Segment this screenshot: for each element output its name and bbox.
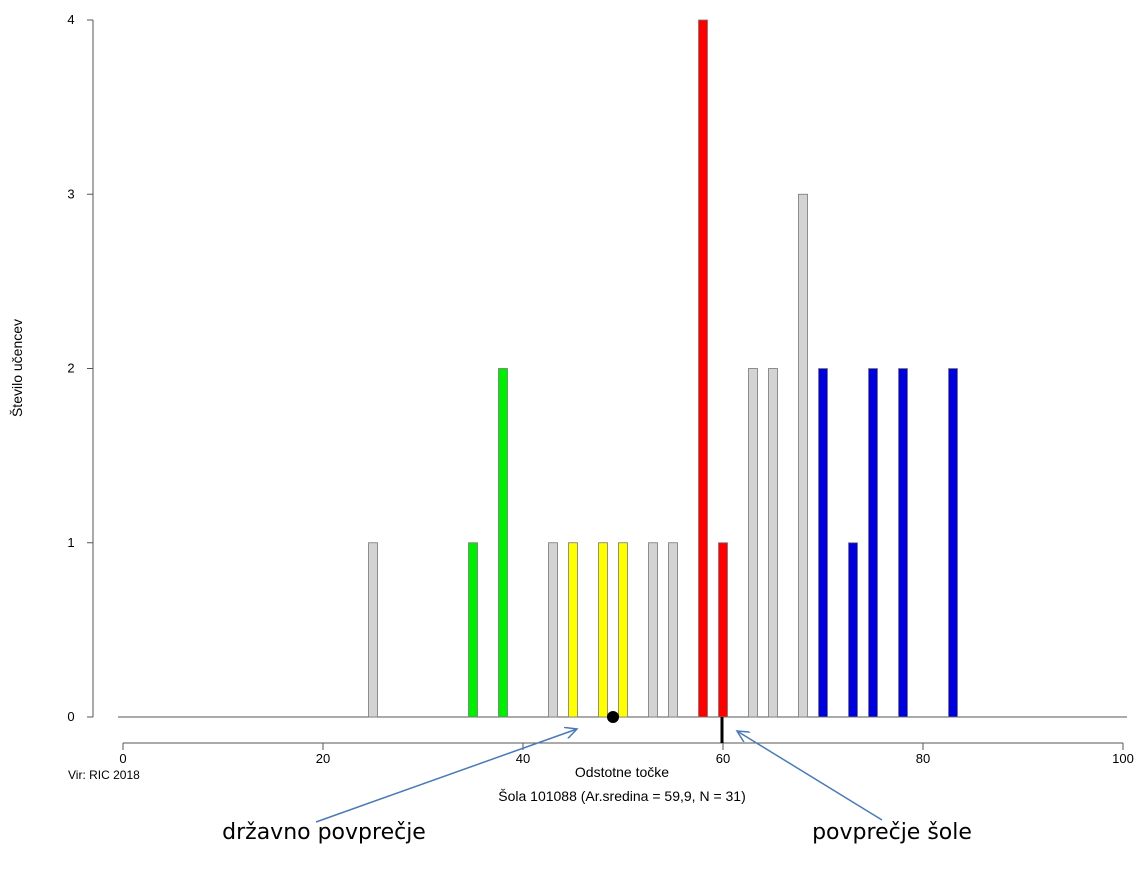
y-axis-title: Število učencev (9, 319, 25, 417)
bar-65 (768, 368, 778, 718)
x-tick-label-60: 60 (716, 751, 730, 766)
source-note: Vir: RIC 2018 (68, 768, 140, 782)
x-tick-label-100: 100 (1112, 751, 1134, 766)
x-tick-label-20: 20 (316, 751, 330, 766)
annotations: državno povprečje povprečje šole (222, 729, 972, 845)
bar-43 (548, 542, 558, 718)
bar-78 (898, 368, 908, 718)
y-tick-label-1: 1 (67, 535, 74, 550)
y-tick-label-3: 3 (67, 186, 74, 201)
school-average-arrow (737, 731, 883, 821)
bar-48 (598, 542, 608, 718)
bar-83 (948, 368, 958, 718)
bar-53 (648, 542, 658, 718)
bar-50 (618, 542, 628, 718)
x-axis-title: Odstotne točke (575, 764, 669, 780)
x-tick-label-0: 0 (119, 751, 126, 766)
y-tick-label-4: 4 (67, 12, 74, 27)
bar-63 (748, 368, 758, 718)
bar-58 (698, 19, 708, 718)
bar-68 (798, 193, 808, 718)
y-axis-ticks: 0 1 2 3 4 (67, 12, 93, 724)
chart-subtitle: Šola 101088 (Ar.sredina = 59,9, N = 31) (498, 788, 746, 804)
bar-45 (568, 542, 578, 718)
x-tick-label-80: 80 (916, 751, 930, 766)
bar-60 (718, 542, 728, 718)
y-tick-label-2: 2 (67, 361, 74, 376)
bar-38 (498, 368, 508, 718)
national-average-label: državno povprečje (222, 820, 426, 845)
bar-70 (818, 368, 828, 718)
bar-55 (668, 542, 678, 718)
bar-75 (868, 368, 878, 718)
bar-25 (368, 542, 378, 718)
x-axis-ticks: 0 20 40 60 80 100 (119, 743, 1134, 766)
x-tick-label-40: 40 (516, 751, 530, 766)
bar-35 (468, 542, 478, 718)
histogram-bars (368, 19, 958, 718)
y-tick-label-0: 0 (67, 709, 74, 724)
national-average-arrow (315, 729, 577, 823)
school-average-label: povprečje šole (812, 820, 972, 845)
bar-73 (848, 542, 858, 718)
national-average-marker (607, 711, 619, 723)
